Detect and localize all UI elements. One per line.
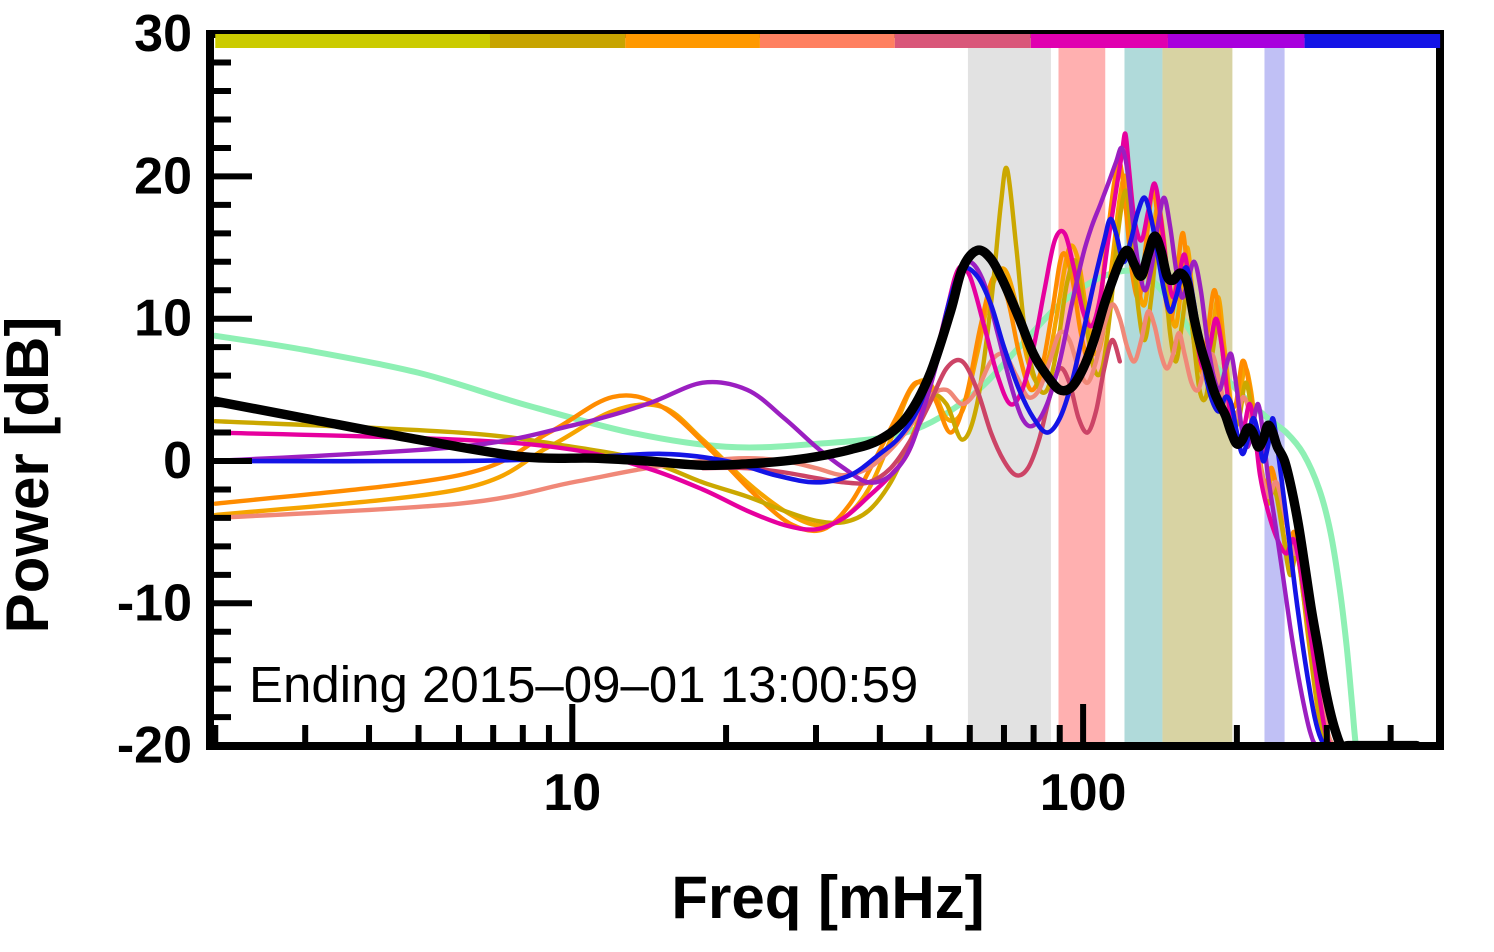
svg-text:-10: -10: [117, 574, 192, 632]
svg-text:-20: -20: [117, 717, 192, 775]
svg-text:Freq [mHz]: Freq [mHz]: [671, 864, 984, 931]
svg-text:Ending 2015–09–01 13:00:59: Ending 2015–09–01 13:00:59: [249, 656, 918, 713]
svg-text:20: 20: [134, 147, 192, 205]
svg-text:100: 100: [1040, 764, 1127, 822]
svg-text:0: 0: [163, 432, 192, 490]
svg-text:10: 10: [543, 764, 601, 822]
svg-text:Power [dB]: Power [dB]: [0, 317, 61, 634]
svg-text:10: 10: [134, 290, 192, 348]
svg-text:30: 30: [134, 5, 192, 63]
